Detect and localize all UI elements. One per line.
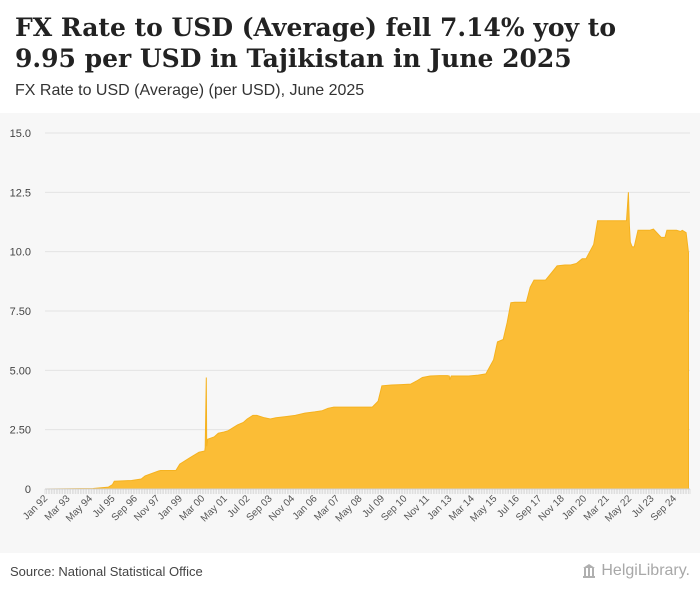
x-tick-label: Sep 24 [649, 493, 679, 523]
y-tick-label: 15.0 [10, 128, 31, 140]
y-tick-label: 10.0 [10, 247, 31, 259]
library-columns-icon [583, 564, 596, 578]
series-layer [44, 192, 689, 490]
y-tick-label: 7.50 [10, 306, 31, 318]
y-tick-label: 5.00 [10, 365, 31, 377]
y-axis-labels: 0 2.50 5.00 7.50 10.0 12.5 15.0 [10, 128, 31, 496]
helgilibrary-logo[interactable]: HelgiLibrary. [583, 562, 690, 580]
logo-text: HelgiLibrary. [601, 562, 690, 579]
x-tick-label: Nov 04 [267, 493, 297, 523]
x-tick-label: Nov 18 [537, 493, 567, 523]
y-tick-label: 12.5 [10, 187, 31, 199]
x-tick-label: Nov 97 [132, 493, 162, 523]
chart-title: FX Rate to USD (Average) fell 7.14% yoy … [15, 13, 617, 73]
x-axis-ticks [44, 488, 691, 494]
chart-subtitle: FX Rate to USD (Average) (per USD), June… [15, 82, 365, 99]
y-tick-label: 0 [25, 484, 31, 496]
source-note: Source: National Statistical Office [10, 564, 203, 579]
fx-rate-area [44, 192, 689, 490]
y-tick-label: 2.50 [10, 425, 31, 437]
x-tick-label: Nov 11 [402, 493, 432, 523]
